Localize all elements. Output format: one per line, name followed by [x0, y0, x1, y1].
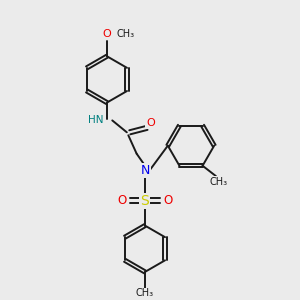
Text: O: O — [163, 194, 172, 207]
Text: CH₃: CH₃ — [210, 177, 228, 187]
Text: O: O — [146, 118, 155, 128]
Text: CH₃: CH₃ — [136, 288, 154, 298]
Text: HN: HN — [88, 115, 103, 124]
Text: O: O — [102, 29, 111, 39]
Text: CH₃: CH₃ — [117, 29, 135, 39]
Text: N: N — [140, 164, 150, 177]
Text: S: S — [141, 194, 149, 208]
Text: O: O — [117, 194, 127, 207]
